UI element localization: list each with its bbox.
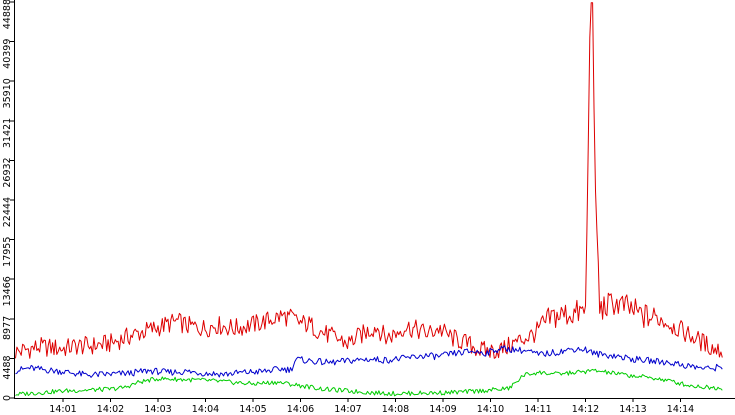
y-tick-label: 17955: [2, 237, 13, 267]
y-tick-label: 13466: [2, 276, 13, 306]
y-tick-label: 26932: [2, 157, 13, 187]
series-line-3: [15, 368, 723, 397]
x-tick-label: 14:04: [192, 404, 219, 415]
x-tick-label: 14:03: [144, 404, 171, 415]
y-tick-label: 4488: [2, 355, 13, 379]
x-tick-label: 14:08: [382, 404, 409, 415]
x-tick-label: 14:13: [619, 404, 646, 415]
x-tick-label: 14:11: [524, 404, 551, 415]
series-line-2: [15, 345, 723, 378]
y-tick-label: 44888: [2, 0, 13, 29]
y-tick-label: 35910: [2, 78, 13, 108]
y-tick-label: 8977: [2, 316, 13, 340]
x-tick-layer: 14:01 14:02 14:03 14:04 14:05 14:06 14:07 14:08…: [49, 398, 694, 415]
x-tick-label: 14:02: [97, 404, 124, 415]
x-tick-label: 14:14: [667, 404, 694, 415]
x-tick-label: 14:05: [239, 404, 266, 415]
x-tick-label: 14:01: [49, 404, 76, 415]
x-tick-label: 14:07: [334, 404, 361, 415]
series-line-1: [15, 2, 723, 359]
x-tick-label: 14:10: [477, 404, 504, 415]
y-tick-label: 40399: [2, 39, 13, 69]
series-layer: [15, 2, 723, 397]
x-tick-label: 14:06: [287, 404, 314, 415]
y-tick-label: 22444: [2, 197, 13, 227]
y-tick-label: 31421: [2, 118, 13, 148]
y-tick-label: 0: [2, 395, 13, 401]
x-tick-label: 14:12: [572, 404, 599, 415]
y-tick-layer: 0 4488 8977 13466 17955 22444 26932 31421 35910 4…: [2, 0, 15, 401]
x-tick-label: 14:09: [429, 404, 456, 415]
